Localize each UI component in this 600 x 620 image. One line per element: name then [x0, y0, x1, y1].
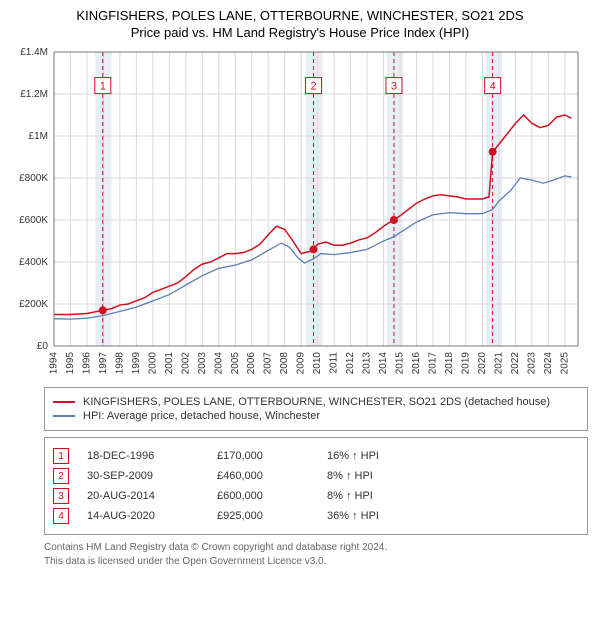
svg-text:1997: 1997	[98, 352, 109, 375]
svg-text:£200K: £200K	[19, 299, 48, 310]
svg-text:£1.4M: £1.4M	[20, 47, 48, 58]
svg-text:1996: 1996	[81, 352, 92, 375]
chart-area: £0 £200K £400K £600K £800K £1M £1.2M £1.4M 1994 1…	[10, 46, 590, 381]
svg-text:2015: 2015	[395, 352, 406, 375]
svg-text:1: 1	[100, 81, 106, 93]
transaction-delta: 8% ↑ HPI	[327, 490, 373, 502]
transaction-row: 4 14-AUG-2020£925,00036% ↑ HPI	[53, 508, 579, 524]
transactions-box: 1 18-DEC-1996£170,00016% ↑ HPI 2 30-SEP-200…	[44, 437, 588, 535]
svg-text:£800K: £800K	[19, 173, 48, 184]
svg-text:2006: 2006	[246, 352, 257, 375]
svg-text:2: 2	[310, 81, 316, 93]
svg-text:2025: 2025	[559, 352, 570, 375]
svg-text:1999: 1999	[131, 352, 142, 375]
transaction-date: 14-AUG-2020	[87, 510, 217, 522]
svg-text:2020: 2020	[477, 352, 488, 375]
transaction-delta: 36% ↑ HPI	[327, 510, 379, 522]
legend-box: KINGFISHERS, POLES LANE, OTTERBOURNE, WI…	[44, 387, 588, 431]
transaction-price: £925,000	[217, 510, 327, 522]
svg-text:2024: 2024	[543, 352, 554, 375]
transaction-delta: 8% ↑ HPI	[327, 470, 373, 482]
transaction-row: 3 20-AUG-2014£600,0008% ↑ HPI	[53, 488, 579, 504]
legend-item: KINGFISHERS, POLES LANE, OTTERBOURNE, WI…	[53, 396, 579, 408]
transaction-price: £600,000	[217, 490, 327, 502]
transaction-marker: 3	[53, 488, 69, 504]
transaction-price: £170,000	[217, 450, 327, 462]
transaction-date: 20-AUG-2014	[87, 490, 217, 502]
svg-text:£600K: £600K	[19, 215, 48, 226]
transaction-date: 30-SEP-2009	[87, 470, 217, 482]
svg-text:2021: 2021	[493, 352, 504, 375]
footer-line2: This data is licensed under the Open Gov…	[44, 555, 588, 569]
transaction-marker: 4	[53, 508, 69, 524]
svg-text:£1M: £1M	[29, 131, 48, 142]
footer-line1: Contains HM Land Registry data © Crown c…	[44, 541, 588, 555]
svg-text:2022: 2022	[510, 352, 521, 375]
svg-text:2010: 2010	[312, 352, 323, 375]
svg-text:2004: 2004	[213, 352, 224, 375]
legend-item: HPI: Average price, detached house, Winc…	[53, 410, 579, 422]
svg-text:2011: 2011	[329, 352, 340, 374]
svg-text:2017: 2017	[427, 352, 438, 375]
svg-text:2003: 2003	[197, 352, 208, 375]
svg-text:2013: 2013	[362, 352, 373, 375]
svg-text:1998: 1998	[114, 352, 125, 375]
svg-text:2018: 2018	[444, 352, 455, 375]
title-address: KINGFISHERS, POLES LANE, OTTERBOURNE, WI…	[4, 8, 596, 23]
legend-label: KINGFISHERS, POLES LANE, OTTERBOURNE, WI…	[83, 396, 550, 408]
svg-text:£1.2M: £1.2M	[20, 89, 48, 100]
svg-text:2000: 2000	[147, 352, 158, 375]
svg-text:2019: 2019	[460, 352, 471, 375]
svg-text:4: 4	[490, 81, 496, 93]
svg-text:2023: 2023	[526, 352, 537, 375]
transaction-marker: 1	[53, 448, 69, 464]
svg-text:1995: 1995	[65, 352, 76, 375]
transaction-delta: 16% ↑ HPI	[327, 450, 379, 462]
report-container: KINGFISHERS, POLES LANE, OTTERBOURNE, WI…	[0, 0, 600, 568]
transaction-price: £460,000	[217, 470, 327, 482]
svg-text:2009: 2009	[296, 352, 307, 375]
price-chart: £0 £200K £400K £600K £800K £1M £1.2M £1.4M 1994 1…	[10, 46, 590, 376]
svg-text:1994: 1994	[49, 352, 60, 375]
legend-label: HPI: Average price, detached house, Winc…	[83, 410, 320, 422]
svg-text:£0: £0	[37, 341, 49, 352]
svg-text:2007: 2007	[263, 352, 274, 375]
transaction-marker: 2	[53, 468, 69, 484]
legend-swatch	[53, 415, 75, 417]
transaction-date: 18-DEC-1996	[87, 450, 217, 462]
transaction-row: 2 30-SEP-2009£460,0008% ↑ HPI	[53, 468, 579, 484]
svg-text:2002: 2002	[180, 352, 191, 375]
footer-attribution: Contains HM Land Registry data © Crown c…	[44, 541, 588, 568]
svg-text:3: 3	[391, 81, 397, 93]
title-subtitle: Price paid vs. HM Land Registry's House …	[4, 25, 596, 40]
title-block: KINGFISHERS, POLES LANE, OTTERBOURNE, WI…	[0, 0, 600, 46]
svg-text:2008: 2008	[279, 352, 290, 375]
svg-text:2001: 2001	[164, 352, 175, 375]
svg-text:2014: 2014	[378, 352, 389, 375]
svg-text:2005: 2005	[230, 352, 241, 375]
transaction-row: 1 18-DEC-1996£170,00016% ↑ HPI	[53, 448, 579, 464]
svg-text:2012: 2012	[345, 352, 356, 375]
legend-swatch	[53, 401, 75, 403]
svg-text:2016: 2016	[411, 352, 422, 375]
svg-text:£400K: £400K	[19, 257, 48, 268]
